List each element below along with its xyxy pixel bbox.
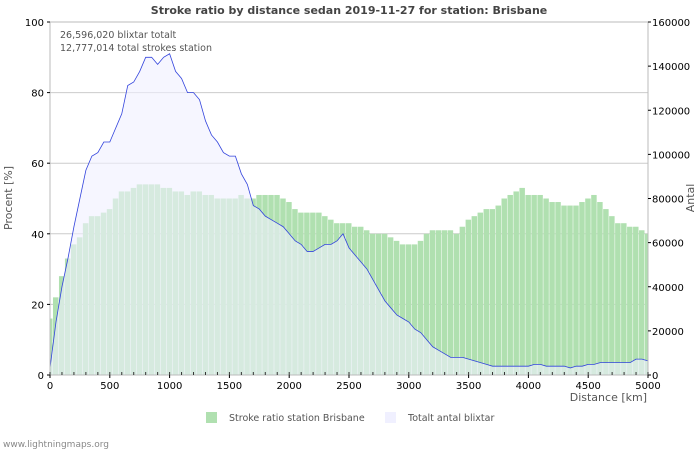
x-tick-label: 500: [100, 381, 119, 392]
axis-ticks: 0204060801000200004000060000800001000001…: [25, 18, 690, 392]
ratio-bar: [513, 191, 519, 375]
ratio-bar: [627, 226, 633, 375]
y2-tick-label: 160000: [652, 18, 690, 29]
ratio-bar: [585, 198, 591, 375]
ratio-bar: [561, 205, 567, 375]
ratio-bar: [459, 226, 466, 375]
ratio-bar: [489, 209, 496, 375]
y2-tick-label: 140000: [652, 62, 690, 73]
y-tick-label: 100: [25, 18, 44, 29]
y2-tick-label: 20000: [652, 327, 684, 338]
x-tick-label: 1500: [217, 381, 242, 392]
chart-title: Stroke ratio by distance sedan 2019-11-2…: [151, 4, 547, 17]
ratio-bar: [495, 205, 501, 375]
y2-tick-label: 120000: [652, 106, 690, 117]
x-axis-label: Distance [km]: [570, 391, 647, 404]
ratio-bar: [531, 194, 537, 375]
total-line: [49, 53, 649, 369]
ratio-bar: [417, 240, 424, 375]
y2-tick-label: 60000: [652, 239, 684, 250]
x-tick-label: 5000: [635, 381, 660, 392]
x-tick-label: 2000: [276, 381, 301, 392]
y-tick-label: 0: [38, 371, 44, 382]
legend-label-total: Totalt antal blixtar: [407, 413, 494, 424]
footer-link[interactable]: www.lightningmaps.org: [3, 440, 109, 450]
ratio-bar: [615, 223, 621, 375]
y-tick-label: 20: [31, 300, 44, 311]
y2-tick-label: 80000: [652, 195, 684, 206]
ratio-bar: [573, 205, 579, 375]
ratio-bar: [549, 202, 555, 375]
y-tick-label: 40: [31, 230, 44, 241]
x-tick-label: 3500: [456, 381, 481, 392]
ratio-bar: [447, 230, 454, 375]
ratio-bar: [483, 209, 490, 375]
ratio-bar: [50, 318, 53, 375]
legend-swatch-ratio: [206, 412, 217, 423]
ratio-bar: [555, 202, 561, 375]
ratio-bar: [465, 219, 472, 375]
ratio-bar: [519, 187, 525, 375]
y-axis-label: Procent [%]: [2, 166, 15, 230]
ratio-bar: [525, 194, 531, 375]
ratio-bar: [423, 233, 430, 375]
annotation-total: 26,596,020 blixtar totalt: [60, 30, 177, 41]
ratio-bar: [639, 230, 645, 375]
ratio-bar: [609, 216, 615, 375]
legend-label-ratio: Stroke ratio station Brisbane: [229, 413, 365, 424]
total-area-fill: [50, 53, 648, 376]
ratio-bar: [591, 194, 597, 375]
ratio-bar: [597, 202, 603, 375]
ratio-bar: [567, 205, 573, 375]
x-tick-label: 1000: [157, 381, 182, 392]
ratio-bar: [579, 202, 585, 375]
ratio-bar: [645, 233, 648, 375]
ratio-bar: [471, 216, 478, 375]
ratio-bar: [507, 194, 513, 375]
total-area: [49, 53, 649, 376]
ratio-bar: [399, 244, 406, 375]
x-tick-label: 4000: [516, 381, 541, 392]
ratio-bar: [477, 212, 484, 375]
ratio-bar: [435, 230, 442, 375]
ratio-bar: [393, 240, 400, 375]
legend-swatch-total: [385, 412, 396, 423]
ratio-bar: [633, 226, 639, 375]
x-tick-label: 3000: [396, 381, 421, 392]
ratio-bar: [453, 233, 460, 375]
y2-tick-label: 0: [652, 371, 658, 382]
ratio-bar: [405, 244, 412, 375]
ratio-bar: [411, 244, 418, 375]
y-tick-label: 60: [31, 159, 44, 170]
y-tick-label: 80: [31, 89, 44, 100]
x-tick-label: 4500: [575, 381, 600, 392]
ratio-bar: [537, 194, 543, 375]
ratio-bar: [603, 209, 609, 375]
y2-axis-label: Antal: [684, 184, 697, 213]
ratio-bar: [441, 230, 448, 375]
ratio-bar: [543, 198, 549, 375]
x-tick-label: 2500: [336, 381, 361, 392]
y2-tick-label: 100000: [652, 150, 690, 161]
y2-tick-label: 40000: [652, 283, 684, 294]
ratio-bar: [501, 198, 507, 375]
x-tick-label: 0: [47, 381, 53, 392]
ratio-bar: [429, 230, 436, 375]
ratio-bar: [621, 223, 627, 375]
annotation-station: 12,777,014 total strokes station: [60, 43, 212, 54]
ratio-bar: [387, 237, 394, 375]
